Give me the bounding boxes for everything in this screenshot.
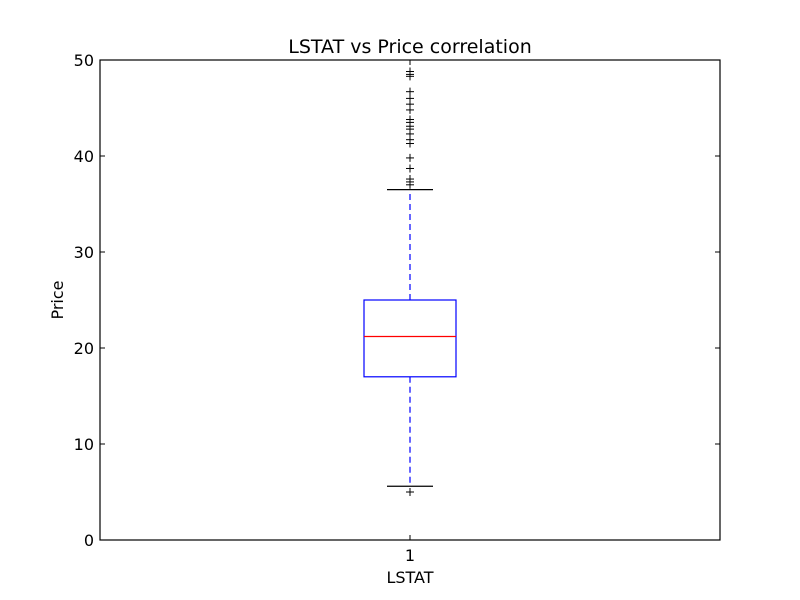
y-tick-label: 30	[74, 243, 94, 262]
flier-point	[406, 115, 414, 124]
flier-point	[406, 488, 414, 496]
y-tick-label: 20	[74, 339, 94, 358]
y-tick-label: 0	[84, 531, 94, 550]
y-tick-label: 50	[74, 51, 94, 70]
flier-point	[406, 87, 414, 96]
chart-title: LSTAT vs Price correlation	[288, 36, 531, 58]
flier-point	[406, 94, 414, 103]
flier-point	[406, 164, 414, 173]
flier-point	[406, 175, 414, 184]
box-iqr	[363, 299, 457, 378]
plot-area	[363, 67, 457, 496]
y-tick-label: 40	[74, 147, 94, 166]
flier-point	[406, 67, 414, 76]
plot-frame	[99, 59, 721, 541]
x-axis-label: LSTAT	[386, 568, 433, 587]
x-tick-label: 1	[405, 546, 415, 565]
y-tick-label: 10	[74, 435, 94, 454]
flier-point	[406, 153, 414, 162]
y-axis-label: Price	[48, 280, 67, 319]
